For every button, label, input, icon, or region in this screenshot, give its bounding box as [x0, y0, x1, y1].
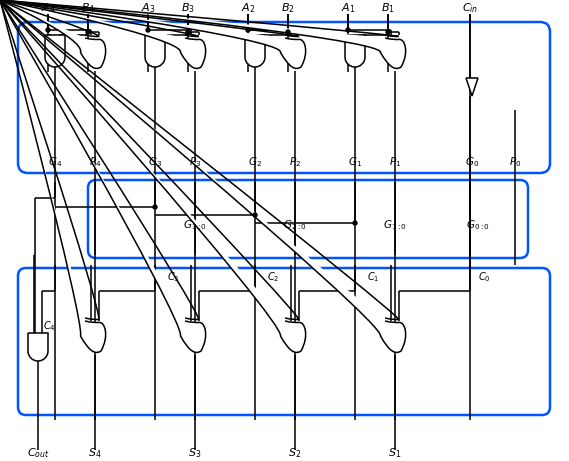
PathPatch shape — [0, 38, 106, 461]
Text: $B_4$: $B_4$ — [81, 1, 95, 15]
Text: $B_3$: $B_3$ — [181, 1, 195, 15]
PathPatch shape — [145, 35, 165, 67]
PathPatch shape — [45, 35, 65, 67]
Circle shape — [386, 30, 390, 34]
Text: $A_4$: $A_4$ — [40, 1, 55, 15]
Text: $C_1$: $C_1$ — [367, 270, 380, 284]
Text: $C_3$: $C_3$ — [167, 270, 180, 284]
Circle shape — [153, 205, 157, 209]
PathPatch shape — [345, 35, 365, 67]
Text: $S_4$: $S_4$ — [88, 446, 102, 460]
Text: $B_2$: $B_2$ — [281, 1, 295, 15]
Text: $C_0$: $C_0$ — [478, 270, 490, 284]
PathPatch shape — [0, 321, 205, 461]
Text: $G_{0:0}$: $G_{0:0}$ — [466, 218, 490, 232]
Text: $G_0$: $G_0$ — [465, 155, 479, 169]
PathPatch shape — [0, 321, 106, 461]
Text: $A_1$: $A_1$ — [341, 1, 355, 15]
Text: $B_1$: $B_1$ — [381, 1, 395, 15]
Circle shape — [46, 28, 50, 32]
PathPatch shape — [28, 333, 48, 361]
Text: $G_1$: $G_1$ — [348, 155, 362, 169]
Text: $C_{out}$: $C_{out}$ — [27, 446, 50, 460]
Text: $P_3$: $P_3$ — [189, 155, 201, 169]
Text: $P_4$: $P_4$ — [89, 155, 101, 169]
Text: $G_2$: $G_2$ — [248, 155, 262, 169]
Text: $G_{3:0}$: $G_{3:0}$ — [183, 218, 207, 232]
Text: $G_{2:0}$: $G_{2:0}$ — [283, 218, 307, 232]
PathPatch shape — [0, 38, 306, 461]
Text: $C_4$: $C_4$ — [43, 319, 56, 333]
Circle shape — [246, 28, 250, 32]
Text: $P_1$: $P_1$ — [389, 155, 401, 169]
Circle shape — [253, 213, 257, 217]
Text: $P_2$: $P_2$ — [289, 155, 301, 169]
Text: $G_3$: $G_3$ — [148, 155, 162, 169]
PathPatch shape — [0, 38, 205, 461]
Text: $G_{1:0}$: $G_{1:0}$ — [383, 218, 407, 232]
Text: $C_2$: $C_2$ — [267, 270, 279, 284]
Circle shape — [186, 30, 190, 34]
Circle shape — [353, 221, 357, 225]
Text: $P_0$: $P_0$ — [509, 155, 521, 169]
Text: $G_4$: $G_4$ — [48, 155, 62, 169]
PathPatch shape — [0, 321, 306, 461]
Circle shape — [86, 30, 90, 34]
Circle shape — [286, 30, 290, 34]
PathPatch shape — [0, 321, 406, 461]
Text: $S_3$: $S_3$ — [188, 446, 201, 460]
Text: $S_2$: $S_2$ — [288, 446, 302, 460]
Text: $A_3$: $A_3$ — [141, 1, 155, 15]
Text: $S_1$: $S_1$ — [389, 446, 402, 460]
Text: $C_{in}$: $C_{in}$ — [462, 1, 478, 15]
Text: $A_2$: $A_2$ — [241, 1, 255, 15]
Polygon shape — [466, 78, 478, 96]
PathPatch shape — [0, 38, 406, 461]
Circle shape — [146, 28, 150, 32]
PathPatch shape — [245, 35, 265, 67]
Circle shape — [346, 28, 350, 32]
